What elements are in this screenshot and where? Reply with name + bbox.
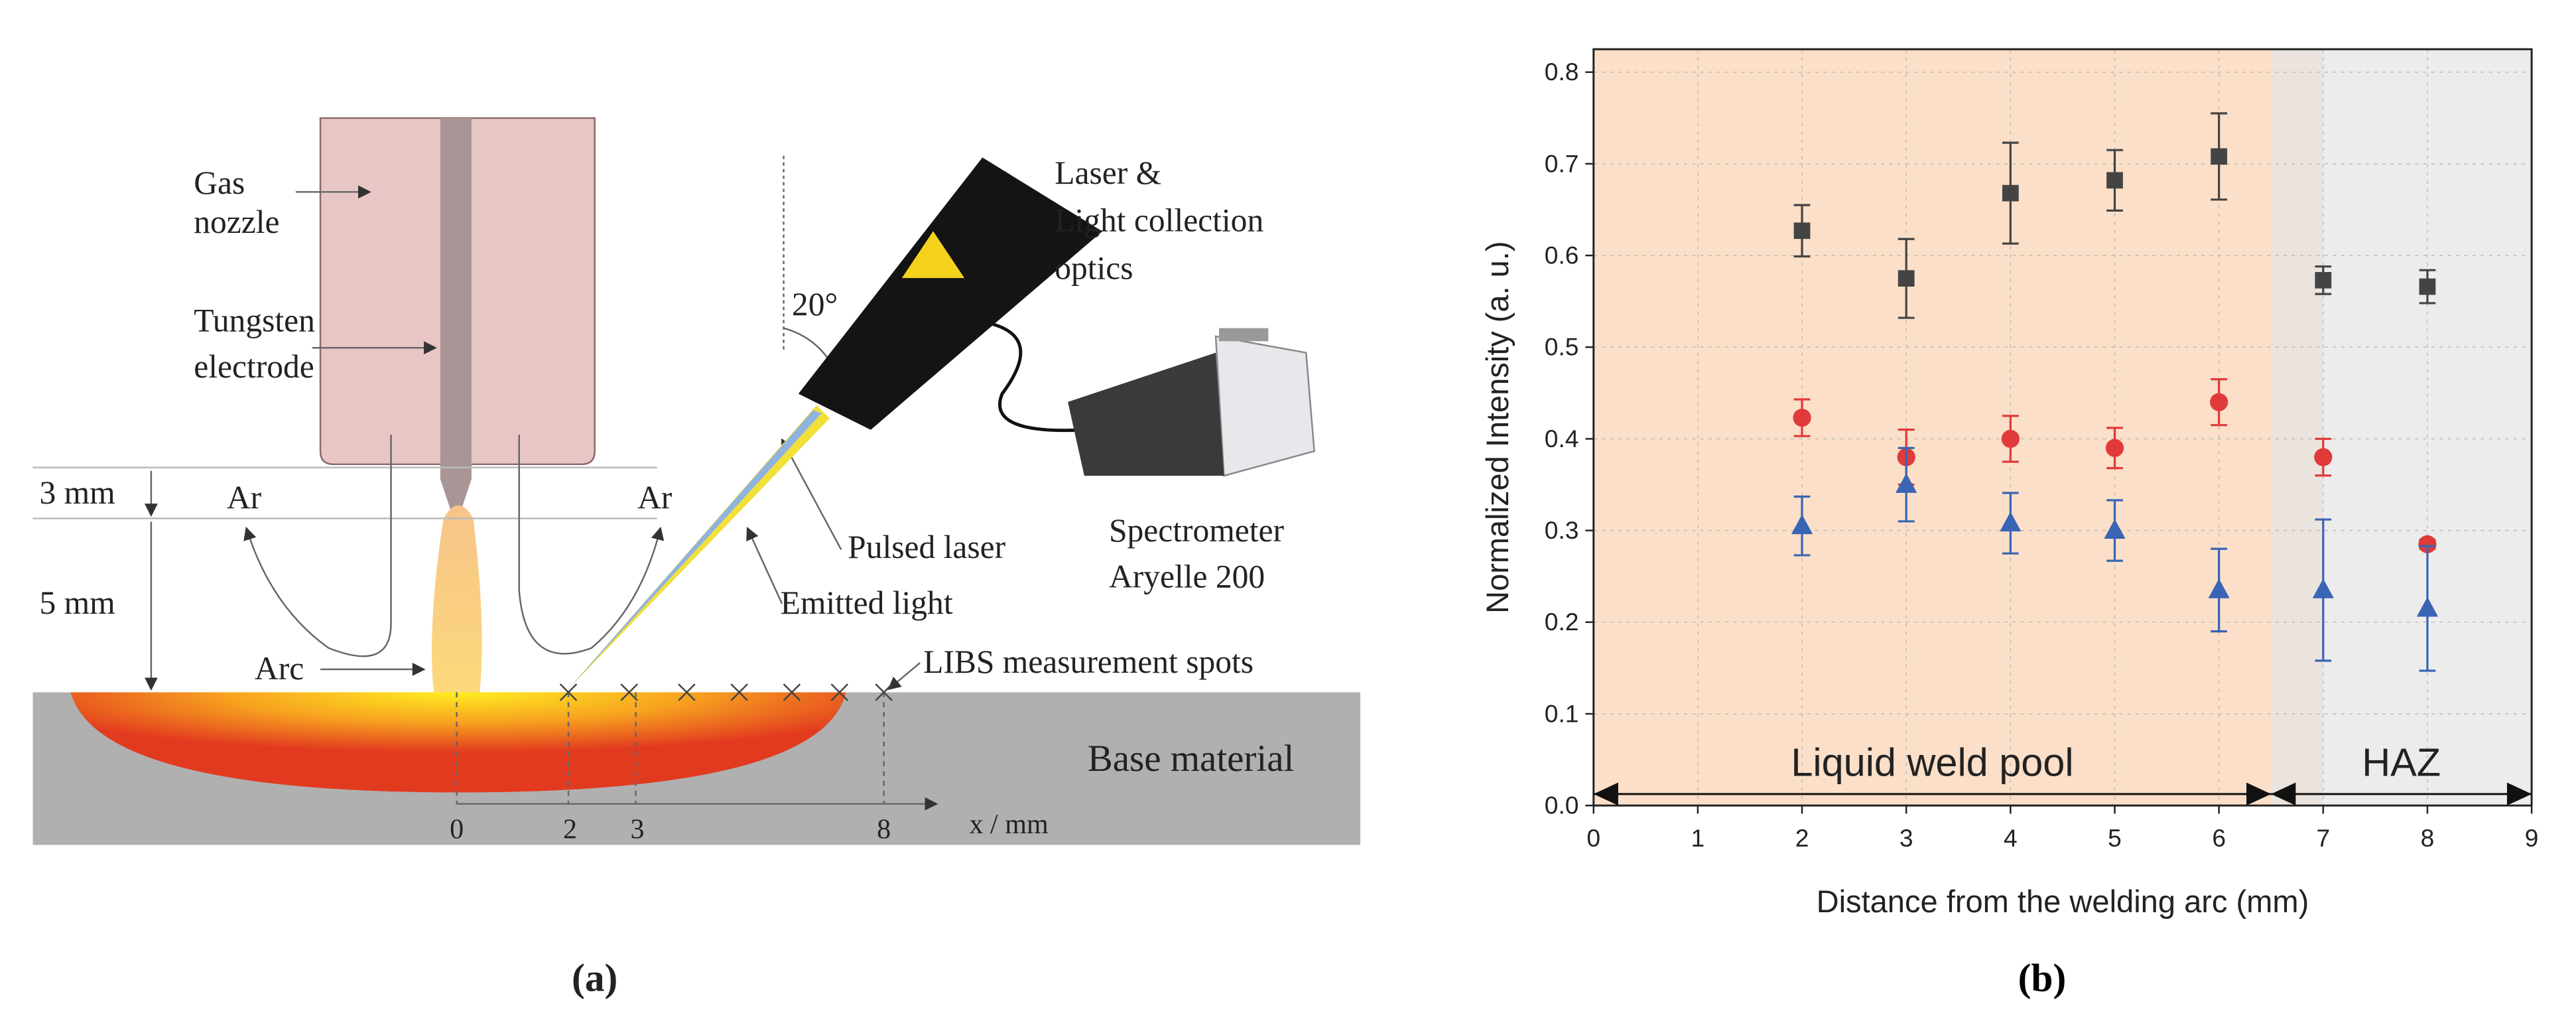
label: Ar — [227, 480, 262, 516]
arc — [432, 505, 482, 693]
x-tick-label: 1 — [1691, 824, 1705, 852]
weld-pool — [70, 692, 846, 793]
label: Gas nozzle — [194, 165, 279, 240]
label: Laser & Light collection optics — [1055, 155, 1263, 286]
y-tick-label: 0.8 — [1545, 58, 1579, 86]
caption: (b) — [2018, 956, 2067, 1000]
point — [2104, 519, 2126, 539]
x-axis-label: Distance from the welding arc (mm) — [1817, 884, 2309, 919]
label: 5 mm — [39, 584, 115, 621]
measurement-spots — [559, 683, 893, 701]
point — [1791, 514, 1813, 535]
point — [2312, 579, 2334, 598]
y-tick-label: 0.6 — [1545, 241, 1579, 269]
point — [2416, 596, 2439, 617]
y-tick-label: 0.5 — [1545, 333, 1579, 361]
point — [2000, 512, 2022, 531]
x-tick-label: 4 — [2004, 824, 2018, 852]
axis-tick: 0 — [450, 815, 464, 845]
label: 20° — [792, 286, 838, 322]
dimension-lines — [32, 155, 1084, 811]
electrode — [440, 118, 472, 509]
point — [1896, 473, 1917, 493]
point — [2314, 448, 2333, 466]
diagram: Gas nozzle Tungsten electrode 3 mm 5 mm Ar… — [32, 117, 1360, 1000]
label: LIBS measurement spots — [923, 644, 1254, 680]
point — [2210, 393, 2228, 411]
y-tick-label: 0.3 — [1545, 516, 1579, 544]
point — [1898, 270, 1915, 287]
caption: (a) — [572, 956, 617, 1000]
laser-warning — [899, 228, 968, 280]
axis-tick: 3 — [631, 815, 645, 845]
laser-head — [798, 157, 1103, 430]
y-tick-label: 0.2 — [1545, 608, 1579, 636]
point — [2418, 535, 2437, 553]
y-tick-label: 0.0 — [1545, 791, 1579, 819]
label: Spectrometer Aryelle 200 — [1109, 512, 1285, 594]
x-tick-label: 0 — [1586, 824, 1600, 852]
label: Pulsed laser — [848, 529, 1005, 565]
point — [1793, 222, 1811, 240]
axis-tick: 8 — [877, 815, 891, 845]
region — [2271, 49, 2532, 806]
label: Arc — [255, 650, 304, 687]
x-tick-label: 6 — [2212, 824, 2226, 852]
x-tick-label: 2 — [1795, 824, 1809, 852]
point — [2211, 148, 2228, 165]
spectrometer — [1068, 328, 1315, 477]
axis-tick: 2 — [563, 815, 577, 845]
x-tick-label: 3 — [1900, 824, 1913, 852]
label: 3 mm — [39, 474, 115, 511]
point — [2419, 278, 2436, 295]
y-tick-label: 0.7 — [1545, 149, 1579, 177]
point — [2002, 184, 2019, 202]
region — [1593, 49, 2323, 806]
x-tick-label: 8 — [2421, 824, 2435, 852]
point — [2208, 579, 2230, 598]
axis-label: x / mm — [969, 809, 1049, 840]
point — [2315, 272, 2332, 289]
y-axis-label: Normalized Intensity (a. u.) — [1480, 241, 1515, 614]
label: Ar — [637, 480, 673, 516]
point — [2001, 429, 2020, 448]
region-label: HAZ — [2362, 740, 2441, 785]
x-tick-label: 5 — [2108, 824, 2122, 852]
emitted-light — [568, 405, 830, 689]
point — [1793, 409, 1811, 427]
x-tick-label: 7 — [2316, 824, 2330, 852]
y-tick-label: 0.4 — [1545, 425, 1579, 452]
label: Base material — [1088, 738, 1295, 780]
point — [2105, 439, 2124, 457]
label: Emitted light — [781, 584, 953, 621]
plot-frame — [1592, 48, 2533, 807]
chart: 0.0 0.1 0.2 0.3 0.4 0.5 0.6 0.7 0.8 0 1 2 3 4 5 6 7 8 9 Liq… — [1480, 48, 2539, 1000]
pulsed-laser — [568, 410, 822, 689]
label: Tungsten electrode — [194, 303, 315, 385]
region-label: Liquid weld pool — [1791, 740, 2073, 785]
point — [2106, 172, 2123, 189]
y-tick-label: 0.1 — [1545, 699, 1579, 727]
x-tick-label: 9 — [2525, 824, 2539, 852]
